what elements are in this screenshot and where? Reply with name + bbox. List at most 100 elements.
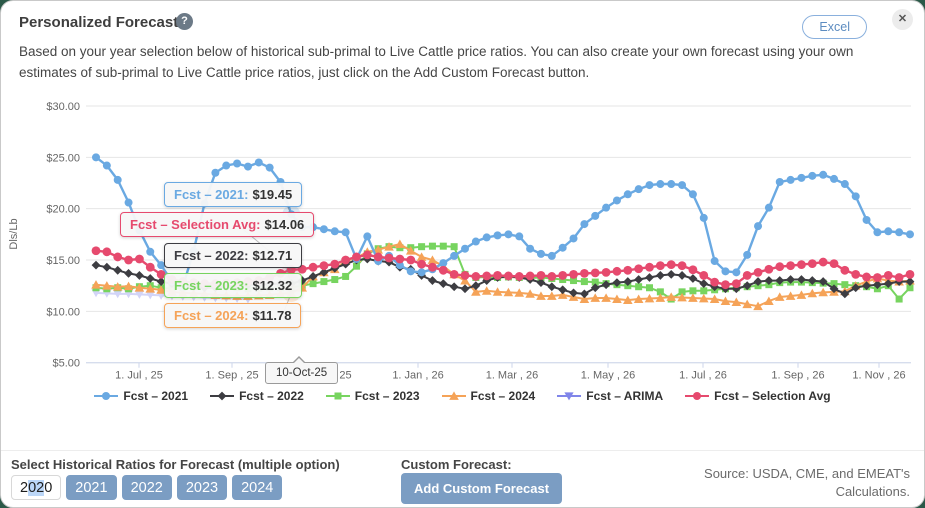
- data-point-marker[interactable]: [145, 274, 155, 283]
- data-point-marker[interactable]: [428, 262, 437, 272]
- data-point-marker[interactable]: [405, 246, 416, 255]
- data-point-marker[interactable]: [699, 279, 709, 289]
- data-point-marker[interactable]: [416, 252, 427, 261]
- data-point-marker[interactable]: [591, 278, 599, 286]
- data-point-marker[interactable]: [590, 268, 600, 278]
- data-point-marker[interactable]: [786, 175, 795, 184]
- data-point-marker[interactable]: [504, 271, 513, 281]
- data-point-marker[interactable]: [460, 271, 470, 280]
- data-point-marker[interactable]: [819, 170, 828, 179]
- data-point-marker[interactable]: [504, 230, 513, 239]
- data-point-marker[interactable]: [818, 287, 828, 297]
- data-point-marker[interactable]: [688, 190, 697, 199]
- data-point-marker[interactable]: [319, 225, 328, 234]
- data-point-marker[interactable]: [243, 277, 253, 286]
- data-point-marker[interactable]: [797, 275, 806, 284]
- data-point-marker[interactable]: [829, 259, 839, 269]
- data-point-marker[interactable]: [688, 274, 698, 283]
- data-point-marker[interactable]: [601, 293, 611, 302]
- data-point-marker[interactable]: [450, 243, 458, 251]
- data-point-marker[interactable]: [623, 265, 633, 275]
- data-point-marker[interactable]: [906, 284, 914, 292]
- data-point-marker[interactable]: [840, 265, 850, 275]
- data-point-marker[interactable]: [564, 392, 574, 401]
- year-button-2023[interactable]: 2023: [176, 475, 228, 500]
- data-point-marker[interactable]: [818, 277, 828, 286]
- data-point-marker[interactable]: [298, 223, 307, 232]
- data-point-marker[interactable]: [156, 285, 166, 294]
- data-point-marker[interactable]: [503, 287, 514, 297]
- data-point-marker[interactable]: [265, 273, 275, 282]
- data-point-marker[interactable]: [341, 255, 351, 265]
- data-point-marker[interactable]: [406, 267, 415, 276]
- data-point-marker[interactable]: [91, 280, 101, 289]
- data-point-marker[interactable]: [851, 192, 860, 201]
- data-point-marker[interactable]: [579, 289, 589, 299]
- data-point-marker[interactable]: [580, 220, 589, 229]
- data-point-marker[interactable]: [112, 282, 123, 291]
- data-point-marker[interactable]: [883, 279, 893, 289]
- data-point-marker[interactable]: [678, 288, 686, 296]
- legend-item-fcst-2023[interactable]: Fcst – 2023: [325, 389, 420, 403]
- data-point-marker[interactable]: [330, 259, 340, 269]
- data-point-marker[interactable]: [395, 261, 404, 270]
- data-point-marker[interactable]: [102, 281, 112, 290]
- data-point-marker[interactable]: [145, 291, 155, 300]
- data-point-marker[interactable]: [688, 293, 698, 302]
- data-point-marker[interactable]: [493, 231, 502, 240]
- data-point-marker[interactable]: [428, 242, 436, 250]
- data-point-marker[interactable]: [189, 246, 198, 255]
- data-point-marker[interactable]: [319, 267, 329, 277]
- data-point-marker[interactable]: [569, 269, 578, 279]
- data-point-marker[interactable]: [851, 283, 861, 293]
- data-point-marker[interactable]: [645, 181, 654, 190]
- data-point-marker[interactable]: [243, 162, 252, 171]
- data-point-marker[interactable]: [612, 196, 621, 205]
- add-custom-forecast-button[interactable]: Add Custom Forecast: [401, 473, 563, 504]
- data-point-marker[interactable]: [841, 281, 849, 289]
- data-point-marker[interactable]: [178, 277, 188, 286]
- data-point-marker[interactable]: [211, 168, 220, 177]
- data-point-marker[interactable]: [461, 244, 470, 253]
- data-point-marker[interactable]: [102, 247, 112, 257]
- data-point-marker[interactable]: [254, 158, 263, 167]
- data-point-marker[interactable]: [742, 271, 752, 280]
- data-point-marker[interactable]: [656, 180, 665, 189]
- data-point-marker[interactable]: [590, 283, 600, 293]
- data-point-marker[interactable]: [460, 275, 470, 285]
- data-point-marker[interactable]: [102, 161, 111, 170]
- data-point-marker[interactable]: [873, 228, 882, 237]
- data-point-marker[interactable]: [873, 280, 882, 290]
- data-point-marker[interactable]: [569, 288, 578, 298]
- data-point-marker[interactable]: [482, 233, 491, 242]
- data-point-marker[interactable]: [797, 260, 806, 270]
- data-point-marker[interactable]: [721, 267, 730, 276]
- data-point-marker[interactable]: [232, 278, 242, 288]
- data-point-marker[interactable]: [829, 284, 839, 294]
- data-point-marker[interactable]: [873, 273, 882, 282]
- data-point-marker[interactable]: [320, 278, 328, 286]
- data-point-marker[interactable]: [515, 232, 524, 241]
- data-point-marker[interactable]: [91, 260, 101, 270]
- data-point-marker[interactable]: [786, 261, 795, 271]
- data-point-marker[interactable]: [334, 392, 342, 400]
- data-point-marker[interactable]: [666, 292, 677, 301]
- data-point-marker[interactable]: [720, 296, 731, 305]
- data-point-marker[interactable]: [309, 280, 317, 288]
- data-point-marker[interactable]: [775, 262, 785, 272]
- data-point-marker[interactable]: [905, 269, 915, 279]
- legend-item-fcst-selection-avg[interactable]: Fcst – Selection Avg: [685, 389, 831, 403]
- data-point-marker[interactable]: [438, 279, 448, 289]
- data-point-marker[interactable]: [124, 255, 133, 265]
- data-point-marker[interactable]: [92, 153, 100, 162]
- data-point-marker[interactable]: [102, 262, 112, 272]
- data-point-marker[interactable]: [797, 173, 806, 182]
- data-point-marker[interactable]: [677, 292, 687, 302]
- data-point-marker[interactable]: [222, 161, 231, 170]
- data-point-marker[interactable]: [807, 276, 817, 285]
- data-point-marker[interactable]: [634, 264, 644, 274]
- data-point-marker[interactable]: [818, 257, 828, 267]
- data-point-marker[interactable]: [254, 276, 264, 285]
- data-point-marker[interactable]: [830, 280, 838, 288]
- data-point-marker[interactable]: [601, 280, 611, 290]
